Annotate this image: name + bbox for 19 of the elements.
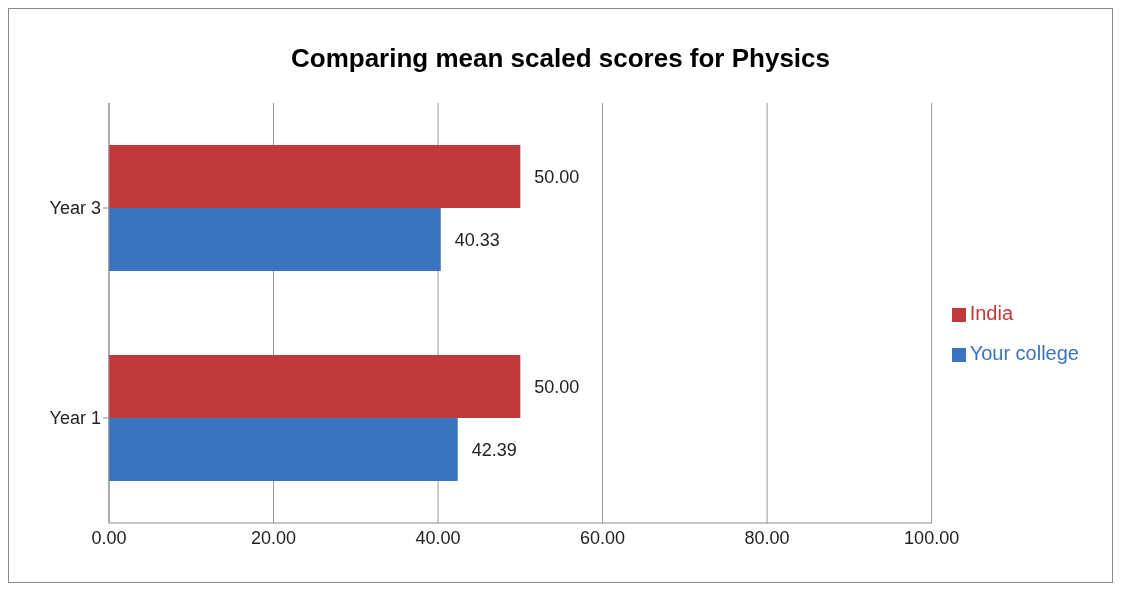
bar [109,418,458,481]
y-tick-label: Year 1 [49,408,101,429]
legend-label: Your college [969,342,1079,364]
y-tick-label: Year 3 [49,198,101,219]
x-tick-label: 20.00 [251,527,297,548]
legend-label: India [969,302,1014,324]
data-label: 50.00 [534,376,580,397]
data-label: 42.39 [471,439,517,460]
data-label: 40.33 [454,229,500,250]
chart-title: Comparing mean scaled scores for Physics [290,42,831,75]
x-tick-label: 0.00 [91,527,127,548]
bar [109,355,521,418]
x-tick-label: 60.00 [580,527,626,548]
x-tick-label: 80.00 [744,527,790,548]
x-tick-label: 100.00 [904,527,960,548]
data-label: 50.00 [534,166,580,187]
bar [109,145,521,208]
x-tick-label: 40.00 [415,527,461,548]
bar [109,208,441,271]
